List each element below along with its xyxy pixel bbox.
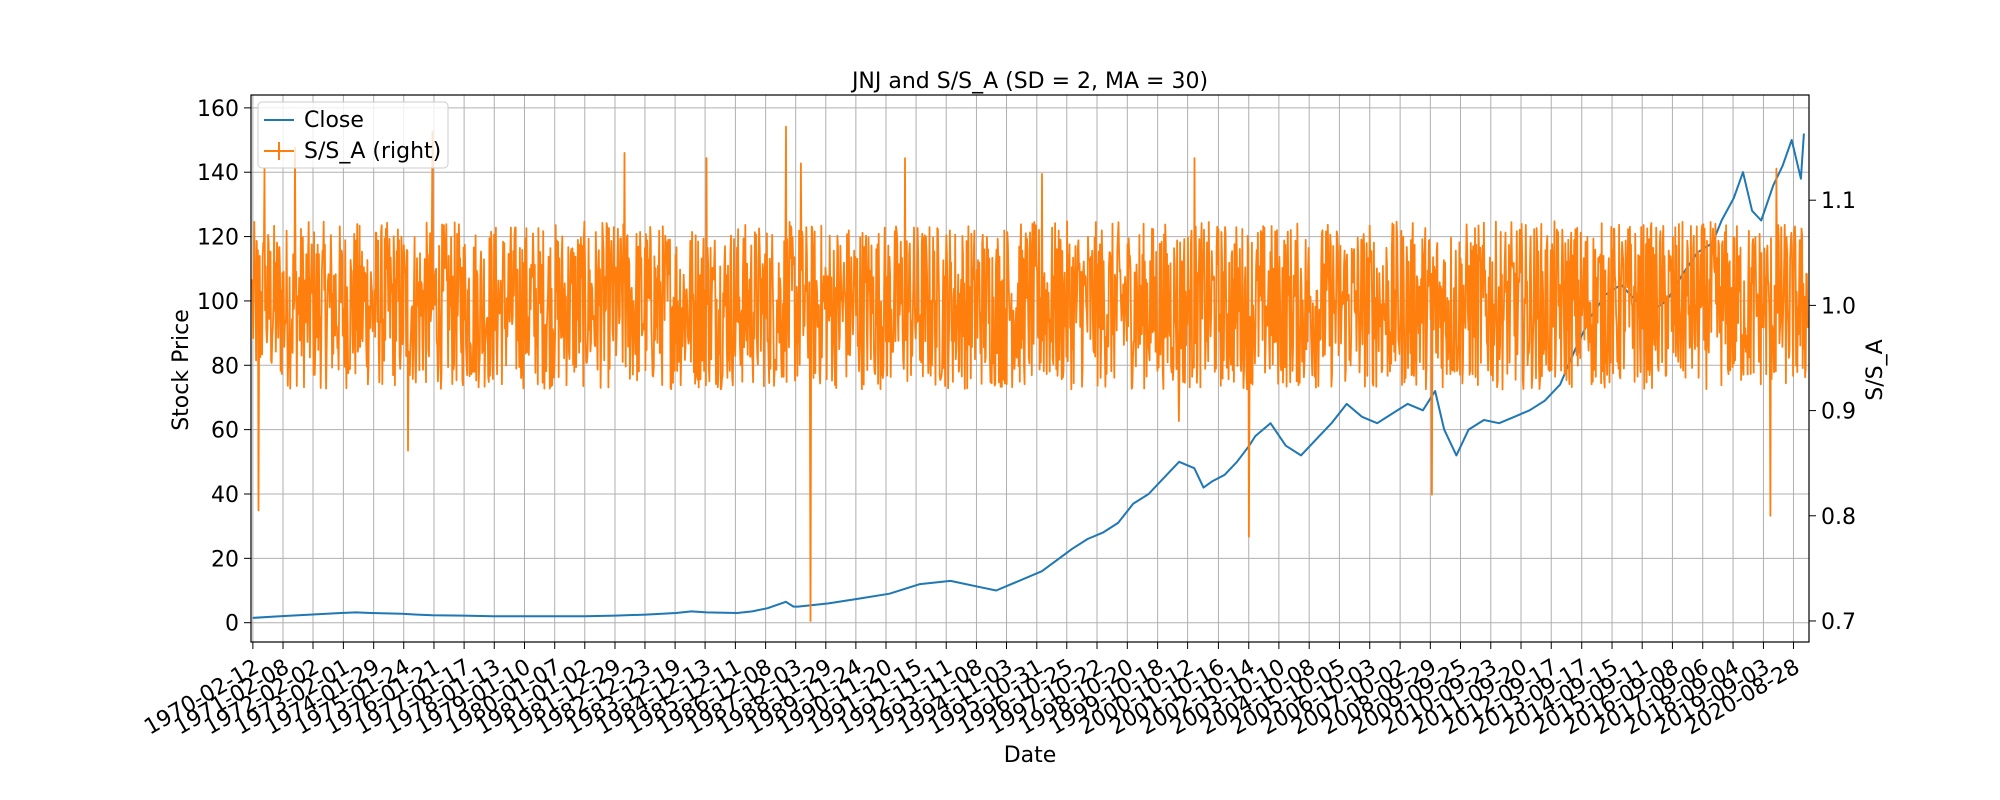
y-tick-label: 100 (197, 290, 239, 315)
y-axis-label-right: S/S_A (1863, 339, 1888, 400)
y-tick-label: 40 (211, 483, 239, 508)
legend-label-close: Close (304, 108, 364, 133)
left-y-axis: 0 20 40 60 80 100 120 140 160 (197, 97, 251, 637)
y-tick-label: 60 (211, 419, 239, 444)
y-right-tick-label: 0.7 (1821, 610, 1856, 635)
y-tick-label: 160 (197, 97, 239, 122)
y-axis-label: Stock Price (169, 309, 194, 431)
y-right-tick-label: 1.1 (1821, 189, 1856, 214)
series-ss-a (251, 125, 1809, 622)
y-tick-label: 80 (211, 354, 239, 379)
y-tick-label: 0 (225, 612, 239, 637)
y-tick-label: 140 (197, 161, 239, 186)
legend-label-ss-a: S/S_A (right) (304, 139, 441, 164)
x-axis-label: Date (1004, 743, 1057, 768)
chart-title: JNJ and S/S_A (SD = 2, MA = 30) (850, 69, 1208, 94)
legend-box (257, 101, 449, 169)
legend: Close S/S_A (right) (257, 101, 449, 169)
y-right-tick-label: 0.9 (1821, 400, 1856, 425)
y-tick-label: 120 (197, 226, 239, 251)
y-right-tick-label: 1.0 (1821, 294, 1856, 319)
right-y-axis: 0.7 0.8 0.9 1.0 1.1 (1809, 189, 1856, 635)
y-right-tick-label: 0.8 (1821, 505, 1856, 530)
plot-frame (250, 94, 1810, 643)
y-tick-label: 20 (211, 547, 239, 572)
ss-a-line (251, 125, 1809, 622)
